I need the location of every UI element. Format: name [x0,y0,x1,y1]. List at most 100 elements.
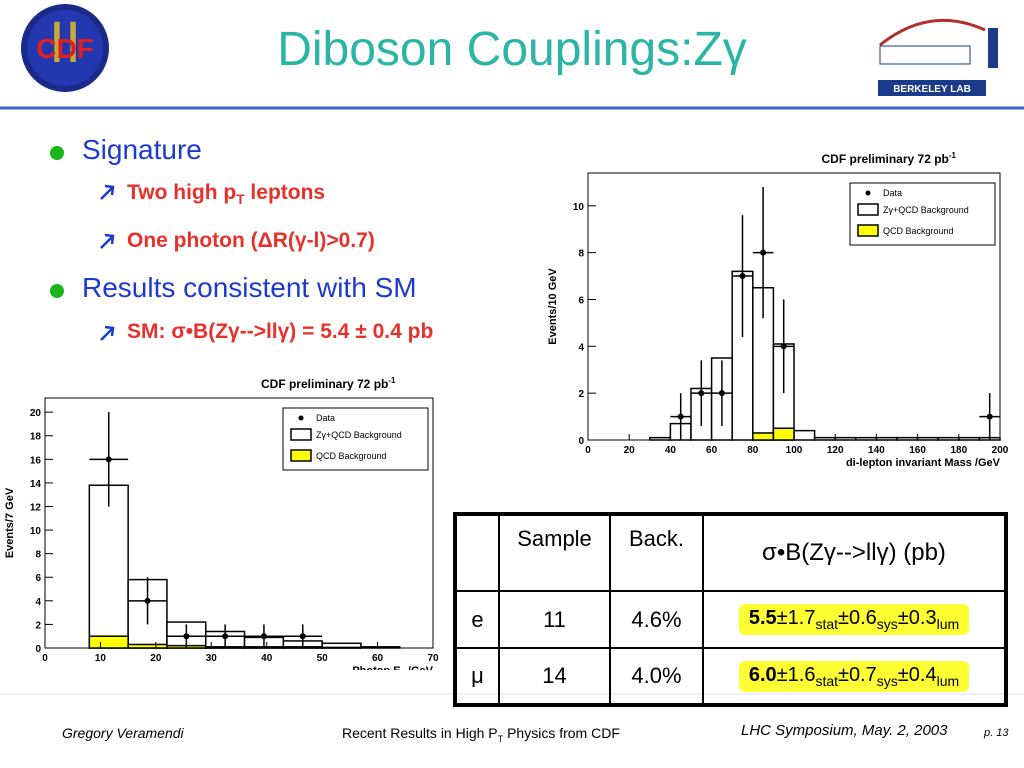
bullet-dot [50,146,64,160]
qcd-bin [752,432,775,441]
y-tick-label: 0 [35,644,41,655]
chart-title: CDF preliminary 72 pb-1 [261,376,396,391]
legend-key [290,428,312,441]
y-tick-label: 8 [578,249,584,260]
total-bin [813,436,836,441]
err: ±1.6 [776,663,816,686]
cell: 4.0% [610,648,703,704]
legend-label: QCD Background [316,451,387,461]
qcd-bin [127,643,168,649]
title-text: CDF preliminary 72 pb [822,152,949,166]
x-tick-label: 160 [909,445,926,456]
y-tick-label: 2 [578,389,584,400]
x-tick-label: 70 [427,653,439,664]
x-tick-label: 20 [150,653,162,664]
x-tick-label: 60 [372,653,384,664]
x-tick-label: 80 [747,445,759,456]
y-tick-label: 6 [35,573,41,584]
sub-bullet: Two high pT leptons [127,181,325,207]
x-tick-label: 120 [827,445,844,456]
x-tick-label: 40 [665,445,677,456]
data-point [739,273,746,280]
title-sup: -1 [388,376,396,385]
err-label: stat [815,616,839,632]
cdf-logo-inner [27,10,103,86]
qcd-bin [772,427,795,441]
y-tick-label: 10 [573,202,585,213]
x-tick-label: 100 [786,445,803,456]
y-tick-label: 0 [578,436,584,447]
err: ±0.6 [838,607,877,629]
data-point [698,390,705,397]
text: leptons [244,181,326,204]
data-point [299,633,306,640]
text: Recent Results in High P [342,725,498,741]
legend-label: Data [883,188,902,198]
x-label-text: /GeV [405,665,434,670]
x-tick-label: 50 [317,653,329,664]
y-tick-label: 8 [35,550,41,561]
total-bin [855,436,878,441]
total-bin [958,436,981,441]
berkeley-banner [878,80,986,96]
total-bin [88,484,129,649]
et-histogram: CDF preliminary 72 pb-1 0 10 20 30 40 50 60 70 0 2… [4,376,439,670]
cell: 5.5±1.7stat±0.6sys±0.3lum [703,591,1005,648]
value: 5.5 [748,607,777,629]
total-bin [793,429,816,441]
y-tick-label: 12 [30,502,42,513]
header-cell: Sample [499,515,610,591]
y-tick-label: 16 [30,455,42,466]
total-bin [916,436,939,441]
legend-label: Zγ+QCD Background [883,205,969,215]
y-axis-label: Events/7 GeV [4,487,16,558]
result-table: Sample Back. σ•B(Zγ-->llγ) (pb) e 11 4.6… [453,512,1008,707]
y-tick-label: 20 [30,408,42,419]
legend-label: Zγ+QCD Background [316,430,402,440]
err: ±0.4 [897,663,937,686]
x-label-text: Photon E [352,665,400,670]
x-axis-label: Photon ET /GeV [352,665,433,670]
cdf-text: CDF [36,33,94,64]
y-tick-label: 10 [30,526,42,537]
legend-key [865,190,871,196]
data-point [718,390,725,397]
sub-bullet: SM: σ•B(Zγ-->llγ) = 5.4 ± 0.4 pb [127,320,434,343]
legend-label: Data [316,413,335,423]
total-bin [937,436,960,441]
legend-key [290,449,312,462]
total-bin [896,436,919,441]
x-tick-label: 140 [868,445,885,456]
x-tick-label: 200 [992,445,1009,456]
bullet: Signature [82,134,202,165]
y-tick-label: 2 [35,620,41,631]
berkeley-tower [988,28,998,68]
total-bin [875,436,898,441]
total-bin [834,436,857,441]
berkeley-roof [879,18,986,47]
y-tick-label: 4 [578,342,584,353]
legend-key [298,415,304,421]
err-label: lum [936,672,960,689]
slide-title: Diboson Couplings:Zγ [277,23,747,76]
err-label: sys [876,616,898,632]
footer-author: Gregory Veramendi [62,725,184,741]
berkeley-text: BERKELEY LAB [893,84,971,95]
cell: 11 [499,591,610,648]
legend-key [857,224,879,237]
x-tick-label: 60 [706,445,718,456]
x-tick-label: 30 [206,653,218,664]
x-tick-label: 180 [950,445,967,456]
title-text: CDF preliminary 72 pb [261,377,388,391]
y-tick-label: 6 [578,295,584,306]
xsec-box: 6.0±1.6stat±0.7sys±0.4lum [738,660,970,692]
sub-bullet-icons [100,184,115,341]
header-cell: Back. [610,515,703,591]
cell: 14 [499,648,610,704]
data-point [105,456,112,463]
err: ±0.3 [897,607,937,629]
subscript: T [236,192,245,208]
data-point [222,633,229,640]
data-point [760,249,767,256]
